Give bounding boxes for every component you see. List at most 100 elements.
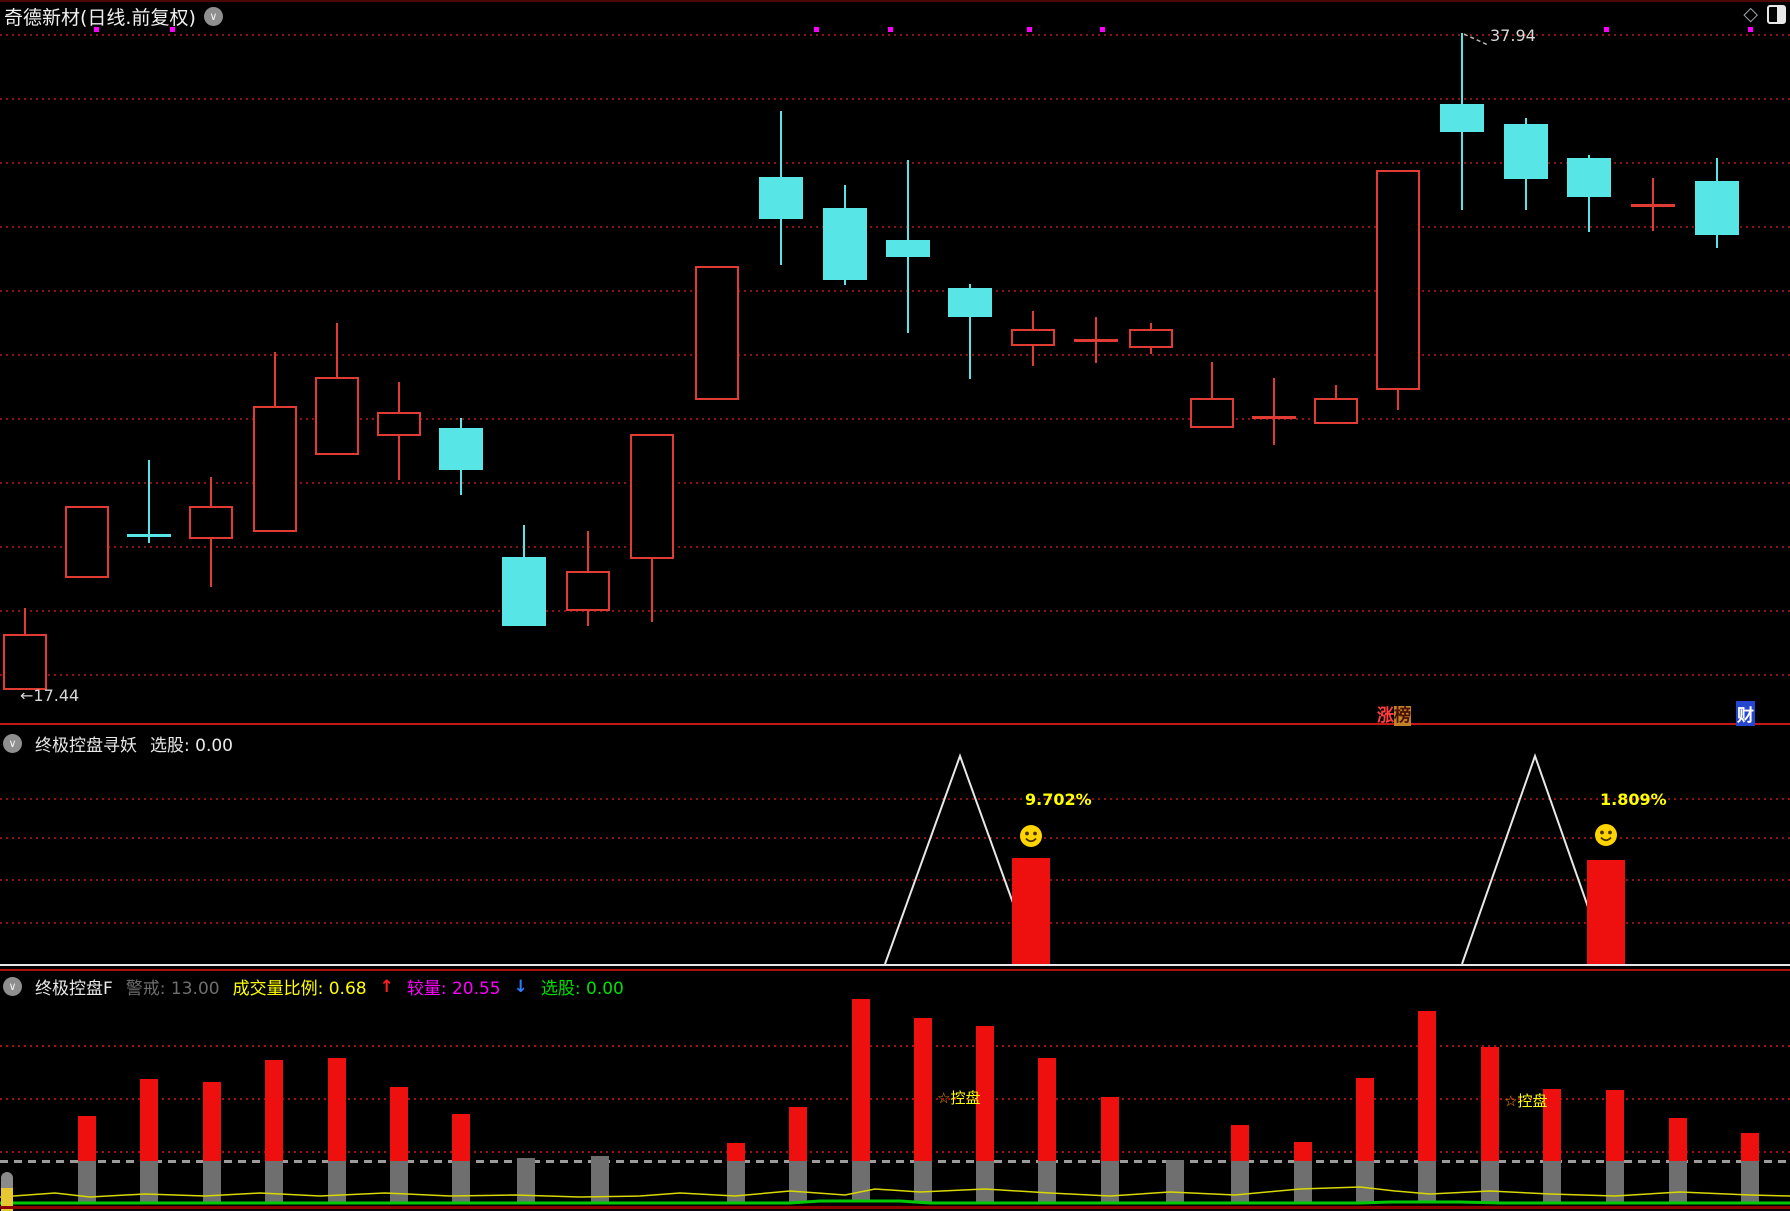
- hdr3-segment-1: 警戒: 13.00: [125, 979, 220, 999]
- title-chevron-down-icon[interactable]: ∨: [203, 7, 223, 26]
- candle-wick: [148, 460, 150, 543]
- signal-dot: [170, 27, 175, 32]
- candle: [65, 506, 109, 578]
- signal-dot: [1027, 27, 1032, 32]
- candle: [439, 428, 483, 470]
- panel3-collapse-chevron-icon[interactable]: ∨: [3, 977, 22, 996]
- candle: [502, 557, 546, 626]
- candle: [695, 266, 739, 400]
- volume-bar-gray-base: [1231, 1161, 1249, 1202]
- dotted-gridline: [0, 610, 1790, 612]
- volume-bar-gray-base: [265, 1161, 283, 1202]
- panel2-collapse-chevron-icon[interactable]: ∨: [3, 734, 22, 753]
- hdr3-segment-3: ↑: [379, 976, 394, 997]
- finance-link[interactable]: 财: [1736, 701, 1755, 726]
- signal-dot: [1100, 27, 1105, 32]
- volume-bar-gray-base: [1418, 1161, 1436, 1202]
- volume-bar-red: [1543, 1089, 1561, 1161]
- kongpan-text: 控盘: [1517, 1092, 1548, 1110]
- signal-dot: [1604, 27, 1609, 32]
- panel-separator-line: [0, 0, 1790, 2]
- titlebar-icons: ◇: [1743, 5, 1786, 24]
- candle: [948, 288, 992, 317]
- volume-bar-gray-base: [1356, 1161, 1374, 1202]
- price-annotation: 37.94: [1490, 26, 1536, 45]
- dotted-gridline: [0, 34, 1790, 36]
- price-annotation: ←17.44: [20, 686, 80, 705]
- volume-bar-red: [328, 1058, 346, 1161]
- corner-yellow-bar: [1, 1184, 13, 1211]
- volume-bar-gray: [517, 1158, 535, 1202]
- volume-bar-red: [1481, 1047, 1499, 1161]
- volume-bar-red: [1231, 1125, 1249, 1161]
- volume-bar-red: [203, 1082, 221, 1161]
- spike-triangle-line: [884, 753, 1036, 965]
- dotted-gridline: [0, 290, 1790, 292]
- candle: [886, 240, 930, 257]
- candle: [1376, 170, 1420, 390]
- hdr3-segment-0: 终极控盘F: [35, 979, 113, 999]
- smiley-face-icon: [1595, 824, 1617, 846]
- volume-bar-red: [390, 1087, 408, 1161]
- panel-separator-line: [0, 1206, 1790, 1209]
- volume-bar-gray-base: [203, 1161, 221, 1202]
- spike-signal-bar: [1012, 858, 1050, 964]
- gainers-board-link[interactable]: 涨榜: [1377, 701, 1411, 726]
- volume-bar-red: [452, 1114, 470, 1161]
- high-price-leader-line: [1463, 33, 1489, 46]
- diamond-icon[interactable]: ◇: [1743, 3, 1758, 25]
- volume-bar-gray-base: [328, 1161, 346, 1202]
- signal-dot: [814, 27, 819, 32]
- volume-bar-red: [1669, 1118, 1687, 1161]
- candle: [759, 177, 803, 219]
- dotted-gridline: [0, 1151, 1790, 1153]
- dotted-gridline: [0, 798, 1790, 800]
- dotted-gridline: [0, 1045, 1790, 1047]
- candle: [630, 434, 674, 559]
- volume-bar-gray-base: [1038, 1161, 1056, 1202]
- volume-bar-gray-base: [852, 1161, 870, 1202]
- volume-bar-gray-base: [390, 1161, 408, 1202]
- dotted-gridline: [0, 98, 1790, 100]
- scroll-thumb[interactable]: [1, 1172, 13, 1188]
- spike-triangle-line: [1461, 752, 1609, 965]
- volume-bar-gray-base: [140, 1161, 158, 1202]
- candle: [1129, 329, 1173, 348]
- stock-title[interactable]: 奇德新材(日线.前复权): [4, 7, 196, 29]
- dotted-gridline: [0, 482, 1790, 484]
- panel-separator-line: [0, 969, 1790, 971]
- star-icon: ☆: [1504, 1092, 1518, 1110]
- dotted-gridline: [0, 837, 1790, 839]
- signal-dot: [94, 27, 99, 32]
- indicator2-header: ∨ 终极控盘寻妖 选股: 0.00: [3, 731, 233, 756]
- smiley-face-icon: [1020, 825, 1042, 847]
- candle-wick: [1211, 362, 1213, 428]
- hdr3-segment-5: ↓: [513, 976, 528, 997]
- kongpan-signal-label: ☆控盘: [1504, 1090, 1547, 1111]
- spike-percent-label: 1.809%: [1600, 790, 1667, 809]
- candle: [1190, 398, 1234, 428]
- volume-bar-red: [1101, 1097, 1119, 1161]
- hdr3-segment-4: 较量: 20.55: [406, 979, 501, 999]
- candle: [1314, 398, 1358, 424]
- kongpan-signal-label: ☆控盘: [937, 1087, 980, 1108]
- volume-bar-red: [265, 1060, 283, 1161]
- volume-bar-red: [78, 1116, 96, 1161]
- hdr3-segment-6: 选股: 0.00: [540, 979, 624, 999]
- volume-bar-red: [1418, 1011, 1436, 1161]
- dotted-gridline: [0, 546, 1790, 548]
- gainers-char-1: 涨: [1377, 706, 1394, 726]
- split-window-icon[interactable]: [1767, 5, 1786, 24]
- volume-bar-red: [1038, 1058, 1056, 1161]
- volume-bar-gray-base: [452, 1161, 470, 1202]
- dotted-gridline: [0, 1098, 1790, 1100]
- volume-bar-red: [1294, 1142, 1312, 1161]
- candle: [1695, 181, 1739, 235]
- spike-percent-label: 9.702%: [1025, 790, 1092, 809]
- candle: [1504, 124, 1548, 179]
- volume-bar-gray: [591, 1156, 609, 1202]
- volume-bar-gray-base: [727, 1161, 745, 1202]
- candle: [189, 506, 233, 539]
